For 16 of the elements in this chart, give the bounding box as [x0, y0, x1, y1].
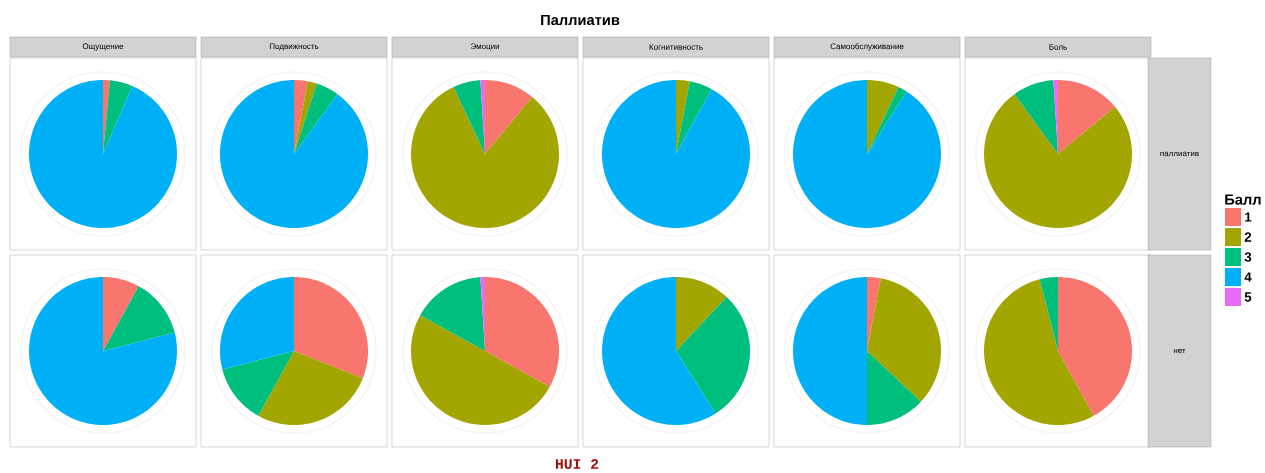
chart-title: Подвижность [269, 43, 319, 51]
legend-label: 5 [1244, 292, 1252, 302]
chart-title: Эмоции [470, 43, 500, 51]
legend-title: Балл [1225, 194, 1261, 205]
text: Паллиатив [541, 14, 620, 26]
legend-label: 4 [1244, 272, 1252, 282]
chart-title: Когнитивность [649, 44, 703, 50]
legend-label: 3 [1244, 252, 1252, 262]
legend-label: 1 [1245, 212, 1252, 222]
text: HUI 2 [555, 459, 599, 469]
text: паллиатив [1160, 151, 1199, 157]
chart-title: Ощущение [82, 43, 124, 51]
chart-title: Боль [1049, 44, 1067, 50]
legend-label: 2 [1244, 232, 1252, 242]
text: нет [1173, 348, 1186, 354]
chart-title: Самообслуживание [830, 43, 904, 51]
